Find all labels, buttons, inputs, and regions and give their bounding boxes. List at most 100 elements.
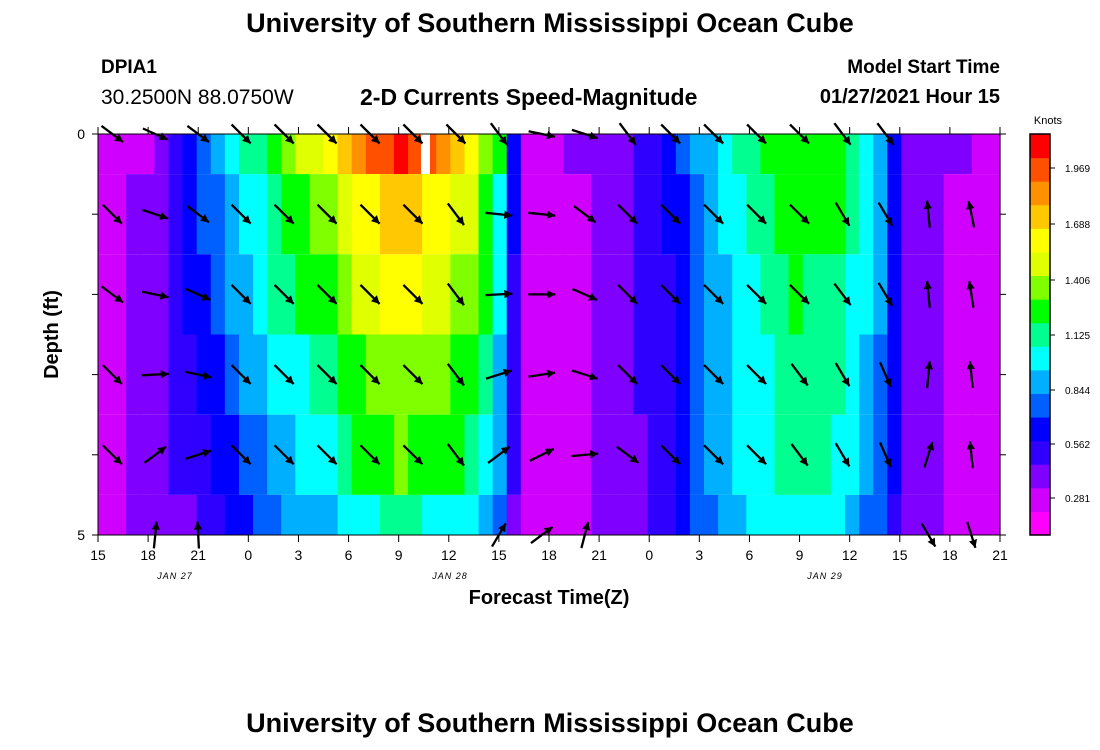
heatmap-cell <box>309 134 325 175</box>
heatmap-cell <box>943 254 959 335</box>
heatmap-cell <box>478 174 494 255</box>
current-vector <box>273 444 295 466</box>
heatmap-cell <box>549 134 564 175</box>
heatmap-cell <box>549 414 564 495</box>
heatmap-cell <box>253 494 268 535</box>
heatmap-cell <box>985 334 1001 415</box>
current-vector <box>402 284 424 305</box>
heatmap-cell <box>732 134 747 175</box>
heatmap-cell <box>337 414 353 495</box>
heatmap-cell <box>915 334 931 415</box>
heatmap-cell <box>253 414 268 495</box>
heatmap-cell <box>520 334 536 415</box>
heatmap-cell <box>112 334 127 415</box>
heatmap-cell <box>464 134 480 175</box>
heatmap-cell <box>816 494 832 535</box>
heatmap-cell <box>689 414 705 495</box>
heatmap-cell <box>182 494 198 535</box>
current-vector <box>230 203 252 225</box>
heatmap-cell <box>140 254 155 335</box>
heatmap-cell <box>295 414 310 495</box>
heatmap-cell <box>971 174 987 255</box>
y-tick-label: 0 <box>77 126 85 142</box>
heatmap-cell <box>351 414 367 495</box>
heatmap-cell <box>281 254 296 335</box>
heatmap-cell <box>746 254 761 335</box>
heatmap-cell <box>760 134 776 175</box>
heatmap-cell <box>746 334 761 415</box>
current-vector <box>660 364 682 385</box>
heatmap-cell <box>520 174 536 255</box>
current-vector <box>617 284 639 305</box>
y-tick-label: 5 <box>77 527 85 543</box>
heatmap-cell <box>196 174 212 255</box>
heatmap-cell <box>520 134 536 175</box>
heatmap-cell <box>478 134 494 175</box>
current-vector <box>789 284 810 305</box>
current-vector <box>616 445 640 464</box>
current-vector <box>141 290 169 300</box>
heatmap-cell <box>112 174 127 255</box>
heatmap-cell <box>929 414 945 495</box>
colorbar-tick-label: 1.406 <box>1065 276 1090 287</box>
heatmap-cell <box>859 334 874 415</box>
heatmap-cell <box>591 334 606 415</box>
heatmap-cell <box>816 334 832 415</box>
heatmap-cell <box>506 414 522 495</box>
heatmap-cell <box>802 334 818 415</box>
heatmap-cell <box>873 134 888 175</box>
heatmap-cell <box>605 254 621 335</box>
heatmap-cell <box>126 174 141 255</box>
heatmap-cell <box>732 174 747 255</box>
x-tick-label: 6 <box>345 547 353 563</box>
heatmap-cell <box>393 174 409 255</box>
heatmap-cell <box>281 134 296 175</box>
heatmap-cell <box>830 334 846 415</box>
heatmap-cell <box>549 254 564 335</box>
heatmap-cell <box>295 494 310 535</box>
heatmap-cell <box>985 254 1001 335</box>
heatmap-cell <box>675 334 691 415</box>
heatmap-cell <box>112 254 127 335</box>
colorbar-segment <box>1030 393 1050 418</box>
heatmap-cell <box>873 494 888 535</box>
heatmap-cell <box>887 494 902 535</box>
current-vector <box>273 364 295 385</box>
heatmap-cell <box>689 174 705 255</box>
heatmap-cell <box>393 494 409 535</box>
heatmap-cell <box>182 254 198 335</box>
heatmap-cell <box>718 254 733 335</box>
x-tick-label: 18 <box>942 547 958 563</box>
heatmap-cell <box>943 134 959 175</box>
heatmap-cell <box>478 414 494 495</box>
current-vector <box>573 205 597 224</box>
heatmap-cell <box>788 134 804 175</box>
current-vector <box>746 364 767 385</box>
heatmap-cell <box>309 254 325 335</box>
current-vector <box>230 284 252 305</box>
heatmap-cell <box>802 414 818 495</box>
current-vector <box>660 284 682 305</box>
heatmap-cell <box>464 414 480 495</box>
heatmap-cell <box>915 254 931 335</box>
heatmap-cell <box>506 494 522 535</box>
heatmap-cell <box>873 414 888 495</box>
colorbar-segment <box>1030 275 1050 300</box>
heatmap-cell <box>323 254 339 335</box>
colorbar-segment <box>1030 487 1050 512</box>
heatmap-cell <box>154 134 170 175</box>
heatmap-cell <box>450 254 466 335</box>
heatmap-cell <box>591 254 606 335</box>
heatmap-cell <box>267 414 282 495</box>
heatmap-cell <box>210 334 226 415</box>
heatmap-cell <box>281 414 296 495</box>
heatmap-cell <box>210 494 226 535</box>
heatmap-cell <box>788 174 804 255</box>
date-label: JAN 29 <box>806 571 843 581</box>
heatmap-cell <box>985 494 1001 535</box>
heatmap-cell <box>408 134 423 175</box>
heatmap-cell <box>802 494 818 535</box>
heatmap-cell <box>408 494 423 535</box>
heatmap-cell <box>901 494 917 535</box>
heatmap-cell <box>98 174 113 255</box>
